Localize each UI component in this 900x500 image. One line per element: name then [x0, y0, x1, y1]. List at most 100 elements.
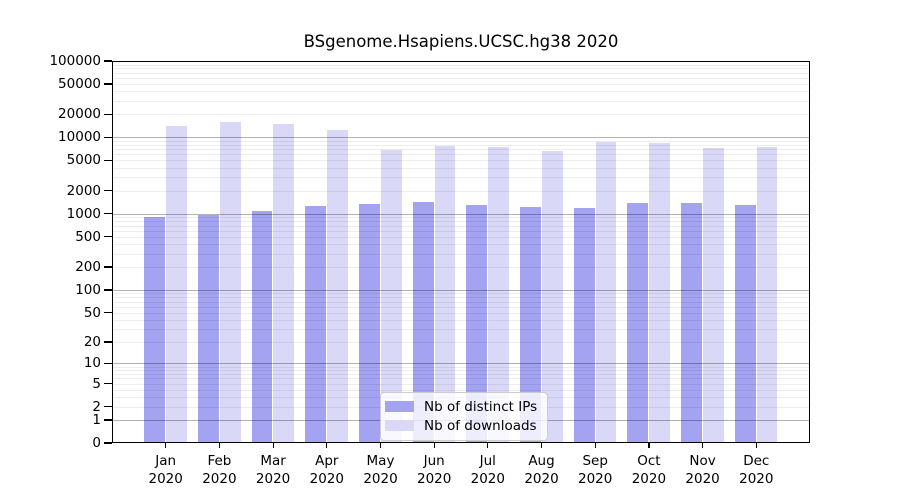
gridline-minor: [112, 77, 810, 79]
gridline-minor: [112, 319, 810, 321]
gridline-minor: [112, 72, 810, 74]
x-tick-label-oct: Oct 2020: [617, 452, 681, 488]
gridline-minor: [112, 84, 810, 85]
legend-swatch-distinct-ips: [385, 401, 414, 412]
y-tick-mark: [104, 419, 112, 421]
y-tick-mark: [104, 159, 112, 162]
x-tick-mark: [326, 443, 328, 448]
y-tick-mark: [104, 213, 112, 215]
bar-nb-of-distinct-ips-nov: [681, 202, 702, 443]
gridline-minor: [112, 217, 810, 219]
x-tick-month: Dec: [743, 453, 770, 469]
y-tick-label: 50000: [58, 76, 101, 92]
x-tick-label-jan: Jan 2020: [134, 452, 198, 488]
x-tick-year: 2020: [417, 471, 452, 487]
x-tick-label-jun: Jun 2020: [402, 452, 466, 488]
x-tick-label-apr: Apr 2020: [295, 452, 359, 488]
x-tick-label-feb: Feb 2020: [187, 452, 251, 488]
bar-nb-of-distinct-ips-jan: [144, 217, 166, 443]
x-tick-label-aug: Aug 2020: [510, 452, 574, 488]
x-tick-mark: [755, 443, 757, 448]
gridline-minor: [112, 306, 810, 308]
gridline-minor: [112, 329, 810, 331]
y-tick-label: 10000: [58, 129, 101, 146]
bar-nb-of-downloads-nov: [702, 148, 724, 443]
gridline-minor: [112, 221, 810, 223]
x-tick-mark: [702, 443, 704, 448]
x-tick-mark: [487, 443, 489, 448]
y-tick-label: 100000: [49, 53, 101, 69]
x-tick-month: Jul: [479, 453, 496, 469]
y-tick-mark: [104, 136, 112, 139]
bar-nb-of-downloads-aug: [541, 150, 563, 443]
legend: Nb of distinct IPs Nb of downloads: [380, 392, 548, 441]
x-tick-label-may: May 2020: [349, 452, 413, 488]
x-tick-year: 2020: [363, 471, 398, 487]
legend-swatch-downloads: [385, 420, 414, 431]
y-tick-label: 20000: [58, 106, 101, 123]
gridline-minor: [112, 389, 810, 391]
y-tick-label: 2000: [66, 182, 101, 199]
bar-nb-of-distinct-ips-may: [359, 204, 380, 443]
x-tick-mark: [218, 443, 221, 448]
bar-nb-of-downloads-apr: [327, 130, 348, 443]
bar-nb-of-distinct-ips-sep: [573, 207, 595, 443]
x-tick-month: Oct: [637, 453, 661, 469]
y-tick-label: 20: [83, 334, 101, 350]
bar-nb-of-distinct-ips-aug: [520, 206, 541, 443]
gridline-minor: [112, 64, 810, 66]
x-tick-month: Jan: [155, 453, 177, 469]
y-tick-mark: [104, 311, 112, 314]
gridline-major: [112, 363, 810, 365]
gridline-minor: [112, 167, 810, 169]
y-tick-mark: [104, 289, 112, 291]
y-tick-label: 100: [75, 281, 101, 298]
gridline-minor: [112, 366, 810, 368]
gridline-minor: [112, 140, 810, 142]
bar-nb-of-downloads-sep: [595, 141, 617, 443]
gridline-minor: [112, 154, 810, 156]
gridline-major: [112, 137, 810, 139]
x-tick-year: 2020: [578, 471, 613, 487]
gridline-minor: [112, 293, 810, 295]
y-tick-label: 0: [92, 435, 101, 451]
x-tick-label-sep: Sep 2020: [563, 452, 627, 488]
x-tick-month: May: [366, 453, 395, 469]
legend-label-downloads: Nb of downloads: [424, 417, 537, 434]
x-tick-year: 2020: [309, 471, 344, 487]
gridline-minor: [112, 144, 810, 146]
x-tick-month: Jun: [423, 453, 445, 469]
y-tick-mark: [104, 113, 112, 116]
y-tick-mark: [104, 236, 112, 238]
bar-nb-of-distinct-ips-mar: [251, 210, 273, 443]
y-tick-mark: [104, 190, 112, 192]
gridline-minor: [112, 370, 810, 372]
bar-nb-of-distinct-ips-jun: [412, 202, 434, 443]
y-tick-label: 1: [92, 412, 101, 428]
x-tick-mark: [379, 443, 382, 448]
gridline-minor: [112, 225, 810, 227]
gridline-minor: [112, 244, 810, 246]
bar-nb-of-downloads-dec: [756, 147, 778, 443]
bar-nb-of-distinct-ips-dec: [734, 204, 756, 443]
bar-nb-of-downloads-jan: [166, 126, 187, 443]
y-tick-label: 50: [83, 304, 101, 321]
legend-item-distinct-ips: Nb of distinct IPs: [385, 397, 541, 416]
gridline-minor: [112, 114, 810, 116]
chart-title: BSgenome.Hsapiens.UCSC.hg38 2020: [303, 32, 619, 51]
plot-area: [112, 61, 810, 443]
bar-nb-of-downloads-feb: [219, 122, 241, 443]
bar-nb-of-downloads-jul: [488, 146, 509, 443]
x-tick-month: Sep: [582, 453, 608, 469]
x-tick-label-dec: Dec 2020: [724, 452, 788, 488]
y-tick-label: 200: [75, 259, 101, 275]
y-tick-mark: [104, 405, 112, 408]
y-tick-mark: [104, 266, 112, 268]
x-tick-mark: [433, 443, 435, 448]
x-tick-year: 2020: [255, 471, 291, 487]
x-tick-mark: [165, 443, 167, 448]
x-tick-year: 2020: [739, 471, 774, 487]
bar-nb-of-distinct-ips-jul: [466, 205, 488, 443]
y-tick-mark: [104, 341, 112, 343]
